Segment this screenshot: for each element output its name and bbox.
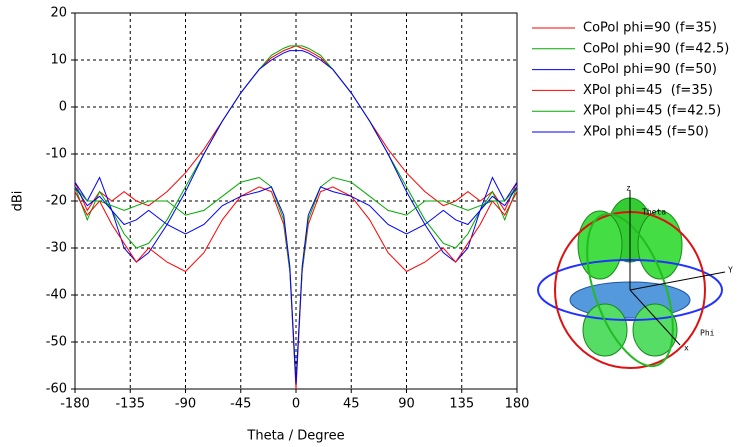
x-tick-label: 90	[398, 397, 415, 412]
y-tick-label: 0	[59, 100, 67, 115]
x-tick-label: 135	[449, 397, 474, 412]
lobe	[637, 210, 683, 280]
series-line	[74, 45, 518, 249]
legend-label: XPol phi=45 (f=42.5)	[583, 104, 721, 119]
lobe	[577, 210, 623, 280]
pattern-inset: z Theta Y Phi x	[537, 184, 733, 369]
y-tick-label: 20	[50, 6, 67, 21]
legend-label: XPol phi=45 (f=50)	[583, 125, 709, 140]
inset-label: z	[626, 184, 631, 193]
y-tick-label: -60	[46, 382, 67, 397]
inset-label: Theta	[642, 208, 666, 217]
x-tick-label: -180	[60, 397, 90, 412]
lobe	[582, 303, 628, 357]
y-tick-label: -10	[46, 147, 67, 162]
y-tick-label: -20	[46, 194, 67, 209]
legend-label: CoPol phi=90 (f=42.5)	[583, 41, 729, 56]
legend-label: CoPol phi=90 (f=35)	[583, 21, 717, 36]
x-tick-label: -135	[115, 397, 145, 412]
y-tick-label: 10	[50, 53, 67, 68]
series-line	[74, 186, 518, 385]
x-tick-label: -90	[175, 397, 196, 412]
inset-label: x	[684, 344, 689, 353]
y-tick-label: -50	[46, 335, 67, 350]
y-axis-label: dBi	[11, 191, 26, 212]
series-line	[74, 50, 518, 263]
legend-label: XPol phi=45 (f=35)	[583, 83, 713, 98]
x-axis	[629, 289, 681, 346]
x-axis-label: Theta / Degree	[246, 429, 344, 444]
ring	[586, 212, 674, 368]
x-tick-label: 0	[292, 397, 300, 412]
series-line	[74, 186, 518, 390]
y-axis	[629, 271, 726, 291]
x-tick-label: -45	[230, 397, 251, 412]
x-tick-label: 180	[505, 397, 530, 412]
y-tick-label: -30	[46, 241, 67, 256]
legend-label: CoPol phi=90 (f=50)	[583, 62, 717, 77]
x-tick-label: 45	[343, 397, 360, 412]
inset-label: Phi	[700, 329, 715, 338]
inset-label: Y	[728, 266, 733, 275]
y-tick-label: -40	[46, 288, 67, 303]
